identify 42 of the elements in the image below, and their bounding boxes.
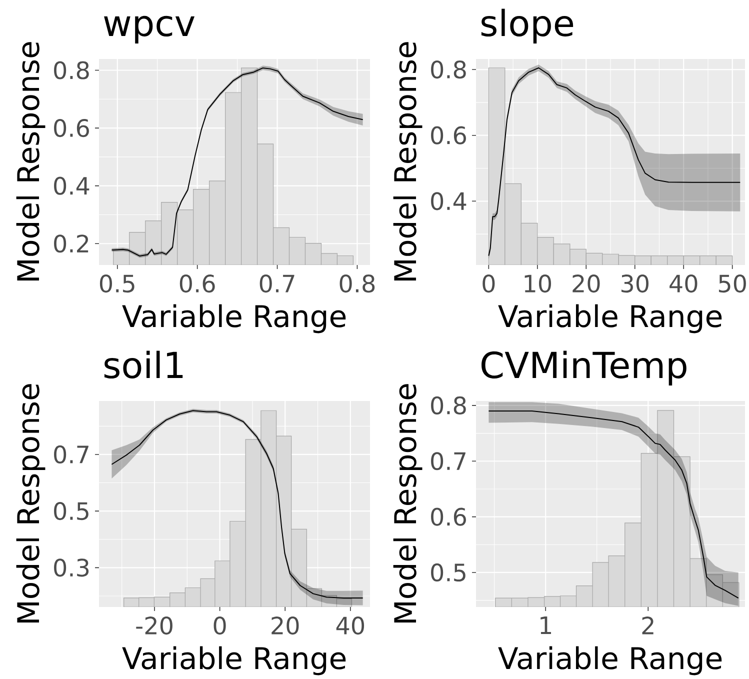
x-tick-label: -20 bbox=[136, 616, 172, 635]
y-tick-label: 0.3 bbox=[54, 558, 89, 577]
x-axis-title: Variable Range bbox=[122, 646, 346, 676]
chart-title: wpcv bbox=[104, 16, 195, 44]
x-tick-label: 0.7 bbox=[260, 274, 294, 293]
y-tick-label: 0.8 bbox=[431, 396, 466, 414]
x-tick-label: 50 bbox=[718, 274, 746, 293]
y-tick-label: 0.6 bbox=[54, 119, 89, 138]
x-tick-label: 30 bbox=[621, 274, 648, 293]
x-tick-label: 40 bbox=[336, 616, 364, 635]
y-tick-label: 0.6 bbox=[431, 508, 466, 526]
y-tick-label: 0.8 bbox=[54, 61, 89, 80]
y-axis-title: Model Response bbox=[393, 42, 422, 280]
x-tick-label: 0.5 bbox=[100, 274, 134, 293]
x-tick-label: 20 bbox=[572, 274, 600, 293]
x-tick-label: 0 bbox=[214, 616, 226, 635]
y-tick-label: 0.8 bbox=[431, 60, 466, 79]
y-tick-label: 0.7 bbox=[431, 452, 466, 470]
y-tick-label: 0.7 bbox=[54, 445, 88, 464]
x-axis-title: Variable Range bbox=[122, 304, 346, 334]
y-tick-label: 0.5 bbox=[54, 502, 88, 520]
x-tick-label: 40 bbox=[670, 274, 698, 293]
chart-title: soil1 bbox=[104, 350, 183, 379]
y-axis-title: Model Response bbox=[16, 42, 46, 280]
x-tick-label: 0 bbox=[482, 274, 495, 293]
x-tick-label: 10 bbox=[524, 274, 552, 293]
x-tick-label: 2 bbox=[642, 616, 654, 634]
chart-title: slope bbox=[481, 8, 574, 44]
x-tick-label: 0.8 bbox=[340, 274, 375, 293]
x-axis-title: Variable Range bbox=[498, 646, 722, 676]
x-tick-label: 0.6 bbox=[180, 274, 215, 293]
x-tick-label: 20 bbox=[272, 616, 299, 635]
y-axis-title: Model Response bbox=[16, 384, 46, 622]
chart-title: CVMinTemp bbox=[482, 350, 686, 386]
y-tick-label: 0.4 bbox=[54, 176, 90, 195]
y-tick-label: 0.2 bbox=[54, 234, 88, 253]
y-tick-label: 0.6 bbox=[431, 126, 466, 144]
y-tick-label: 0.4 bbox=[431, 192, 466, 210]
x-tick-label: 1 bbox=[540, 616, 552, 634]
y-axis-title: Model Response bbox=[393, 384, 422, 622]
y-tick-label: 0.5 bbox=[431, 563, 466, 582]
x-axis-title: Variable Range bbox=[498, 304, 722, 334]
